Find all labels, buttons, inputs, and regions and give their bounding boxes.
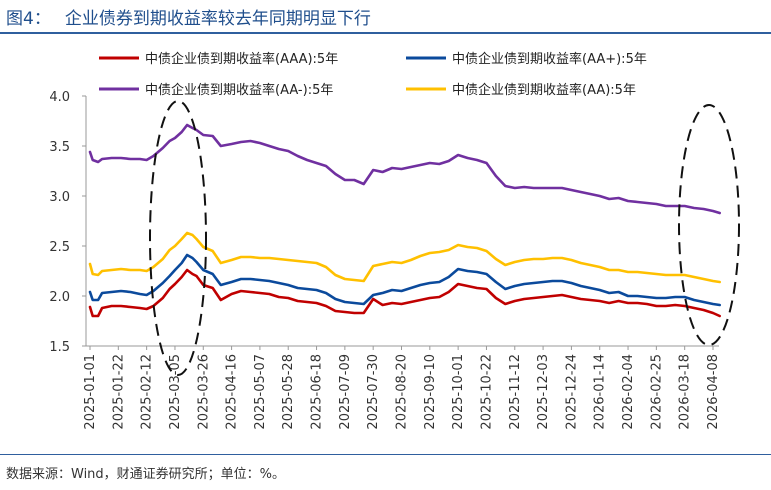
x-tick-label: 2025-07-30 xyxy=(366,354,381,430)
legend: 中债企业债到期收益率(AAA):5年 中债企业债到期收益率(AA+):5年中债企业… xyxy=(99,51,647,98)
legend-label-2: 中债企业债到期收益率(AA+):5年 xyxy=(452,51,647,67)
annotation-ellipse-march-2025 xyxy=(149,100,207,376)
x-tick-label: 2025-03-05 xyxy=(168,354,183,430)
x-tick-label: 2026-01-14 xyxy=(593,354,608,430)
x-tick-label: 2026-02-25 xyxy=(649,354,664,430)
x-tick-label: 2026-02-04 xyxy=(621,354,636,430)
x-tick-label: 2025-12-24 xyxy=(564,354,579,430)
legend-label-1: 中债企业债到期收益率(AAA):5年 xyxy=(145,51,338,67)
figure-number: 图4： xyxy=(6,9,51,29)
figure-title: 图4： 企业债券到期收益率较去年同期明显下行 xyxy=(6,4,371,29)
y-tick-label: 3.5 xyxy=(49,140,70,155)
series-line-1 xyxy=(88,268,722,318)
x-tick-label: 2025-04-16 xyxy=(225,354,240,430)
x-tick-label: 2025-05-07 xyxy=(253,354,268,430)
line-chart: 中债企业债到期收益率(AAA):5年 中债企业债到期收益率(AA+):5年中债企业… xyxy=(49,51,740,430)
figure-title-text: 企业债券到期收益率较去年同期明显下行 xyxy=(64,9,371,29)
annotation-ellipse-april-2026 xyxy=(678,104,740,346)
x-tick-label: 2026-03-18 xyxy=(678,354,693,430)
legend-label-3: 中债企业债到期收益率(AA-):5年 xyxy=(145,82,333,98)
x-tick-label: 2025-01-22 xyxy=(111,354,126,430)
annotation-layer xyxy=(149,100,740,376)
x-tick-label: 2025-10-01 xyxy=(451,354,466,430)
y-tick-label: 2.5 xyxy=(49,240,70,255)
x-tick-label: 2026-04-08 xyxy=(706,354,721,430)
title-divider xyxy=(0,32,771,34)
x-tick-label: 2025-12-03 xyxy=(536,354,551,430)
source-note: 数据来源：Wind，财通证券研究所；单位：%。 xyxy=(6,467,286,482)
series-line-3 xyxy=(88,123,722,215)
series-line-2 xyxy=(88,253,722,307)
y-tick-label: 1.5 xyxy=(49,340,70,355)
series-line-4 xyxy=(88,231,722,284)
footer-divider xyxy=(0,454,771,455)
x-tick-label: 2025-03-26 xyxy=(196,354,211,430)
y-tick-label: 2.0 xyxy=(49,290,70,305)
x-tick-label: 2025-10-22 xyxy=(479,354,494,430)
legend-label-4: 中债企业债到期收益率(AA):5年 xyxy=(452,82,636,98)
x-tick-label: 2025-05-28 xyxy=(281,354,296,430)
y-tick-label: 3.0 xyxy=(49,190,70,205)
x-tick-label: 2025-07-09 xyxy=(338,354,353,430)
y-tick-label: 4.0 xyxy=(49,90,70,105)
x-tick-label: 2025-01-01 xyxy=(83,354,98,430)
x-tick-label: 2025-11-12 xyxy=(508,354,523,430)
series-layer xyxy=(88,123,722,318)
x-tick-label: 2025-08-20 xyxy=(395,354,410,430)
x-tick-label: 2025-09-10 xyxy=(423,354,438,430)
axes: 4.0 3.5 3.0 2.5 2.0 1.5 2025-01-01 2025-01-22 20… xyxy=(49,90,721,430)
x-tick-label: 2025-02-12 xyxy=(140,354,155,430)
x-tick-label: 2025-06-18 xyxy=(310,354,325,430)
